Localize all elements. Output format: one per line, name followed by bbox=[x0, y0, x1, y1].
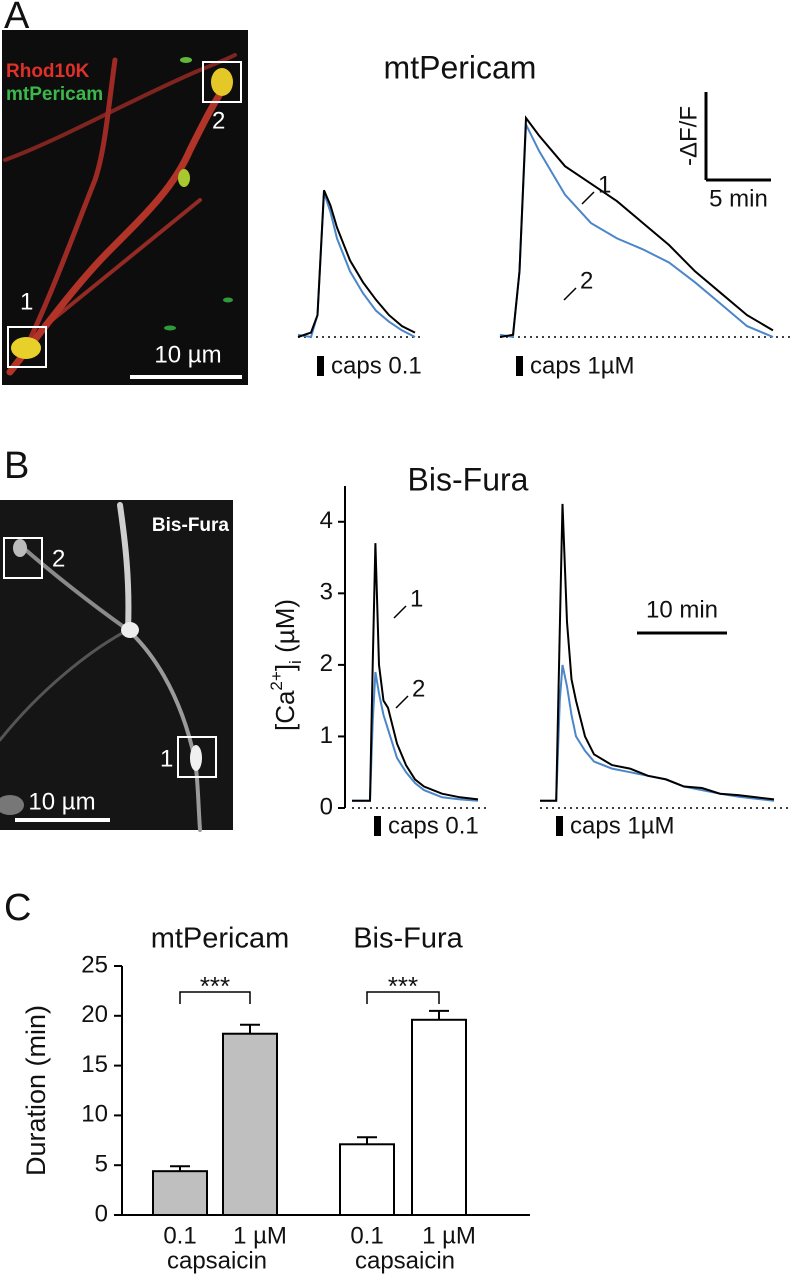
y-axis-label-part: (µM) bbox=[270, 599, 300, 660]
bar bbox=[152, 1170, 208, 1217]
x-tick-label: 1 µM bbox=[233, 1222, 287, 1249]
y-axis-label: Duration (min) bbox=[21, 1005, 51, 1176]
x-tick-label: 1 µM bbox=[422, 1222, 476, 1249]
significance-label: *** bbox=[200, 971, 230, 1001]
scale-bar bbox=[15, 818, 110, 822]
trace bbox=[352, 543, 479, 802]
micrograph-b: Bis-Fura 1 2 10 µm bbox=[0, 500, 233, 832]
y-axis-label-part: [Ca bbox=[270, 690, 300, 731]
micrograph-a: Rhod10K mtPericam 1 2 10 µm bbox=[2, 30, 248, 385]
roi-box bbox=[3, 537, 43, 579]
image-label: Bis-Fura bbox=[152, 515, 230, 536]
y-axis-label-part: 2+ bbox=[267, 671, 286, 690]
trace-label: 1 bbox=[410, 585, 423, 612]
trace-label: 2 bbox=[580, 267, 593, 294]
image-bg bbox=[0, 500, 233, 830]
trace-leader bbox=[393, 605, 407, 619]
roi-label: 2 bbox=[52, 545, 65, 572]
significance-bracket bbox=[366, 991, 440, 1004]
scale-bar-y-label: -ΔF/F bbox=[675, 106, 702, 166]
trace bbox=[499, 115, 774, 338]
roi-label: 1 bbox=[20, 288, 33, 315]
scale-bar-x-label: 10 min bbox=[646, 596, 718, 623]
y-tick-label: 4 bbox=[320, 507, 333, 534]
scale-label: 10 µm bbox=[154, 341, 221, 368]
stimulus-bar bbox=[374, 816, 381, 836]
neurites bbox=[3, 53, 237, 376]
panel-label: C bbox=[4, 887, 31, 929]
trace-label: 1 bbox=[598, 171, 611, 198]
y-tick-label: 0 bbox=[320, 793, 333, 820]
neurites bbox=[0, 502, 202, 832]
stimulus-bar bbox=[516, 356, 523, 376]
trace-leader bbox=[395, 695, 409, 709]
bar bbox=[339, 1143, 395, 1217]
y-axis-label-part: i bbox=[286, 660, 305, 664]
roi-label: 2 bbox=[212, 107, 225, 134]
trace-leader bbox=[563, 287, 577, 301]
bar bbox=[222, 1032, 278, 1217]
scale-bar-x-label: 5 min bbox=[709, 185, 768, 212]
y-tick-label: 0 bbox=[95, 1200, 108, 1227]
scale-bar bbox=[130, 375, 242, 379]
stimulus-label: caps 0.1 bbox=[331, 352, 422, 379]
trace-leader bbox=[581, 191, 595, 205]
trace bbox=[352, 671, 479, 802]
image-label: mtPericam bbox=[6, 84, 103, 105]
group-title: Bis-Fura bbox=[353, 923, 463, 955]
roi-box bbox=[7, 326, 47, 368]
chart-title: mtPericam bbox=[384, 49, 537, 85]
y-axis-label-part: ] bbox=[270, 664, 300, 671]
roi-label: 1 bbox=[160, 745, 173, 772]
significance-bracket bbox=[179, 991, 251, 1004]
roi-box bbox=[177, 736, 217, 778]
y-tick-label: 20 bbox=[81, 1001, 108, 1028]
y-tick-label: 10 bbox=[81, 1101, 108, 1128]
trace bbox=[297, 189, 416, 338]
stimulus-label: caps 0.1 bbox=[388, 812, 479, 839]
x-tick-label: 0.1 bbox=[163, 1222, 196, 1249]
bar bbox=[411, 1018, 467, 1216]
scale-label: 10 µm bbox=[28, 788, 95, 815]
x-tick-label: 0.1 bbox=[350, 1222, 383, 1249]
group-title: mtPericam bbox=[151, 923, 290, 955]
trace-label: 2 bbox=[412, 675, 425, 702]
y-tick-label: 1 bbox=[320, 722, 333, 749]
y-tick-label: 3 bbox=[320, 579, 333, 606]
stimulus-label: caps 1µM bbox=[570, 812, 675, 839]
chart-title: Bis-Fura bbox=[408, 461, 529, 497]
trace bbox=[540, 503, 775, 802]
y-tick-label: 15 bbox=[81, 1051, 108, 1078]
stimulus-bar bbox=[317, 356, 324, 376]
y-tick-label: 25 bbox=[81, 951, 108, 978]
group-x-label: capsaicin bbox=[355, 1247, 455, 1274]
y-axis-label: [Ca2+]i (µM) bbox=[267, 599, 305, 731]
stimulus-bar bbox=[556, 816, 563, 836]
roi-box bbox=[202, 61, 242, 103]
group-x-label: capsaicin bbox=[167, 1247, 267, 1274]
panel-label: B bbox=[4, 445, 29, 487]
y-tick-label: 2 bbox=[320, 650, 333, 677]
stimulus-label: caps 1µM bbox=[530, 352, 635, 379]
y-tick-label: 5 bbox=[95, 1151, 108, 1178]
image-label: Rhod10K bbox=[6, 61, 90, 82]
significance-label: *** bbox=[388, 971, 418, 1001]
